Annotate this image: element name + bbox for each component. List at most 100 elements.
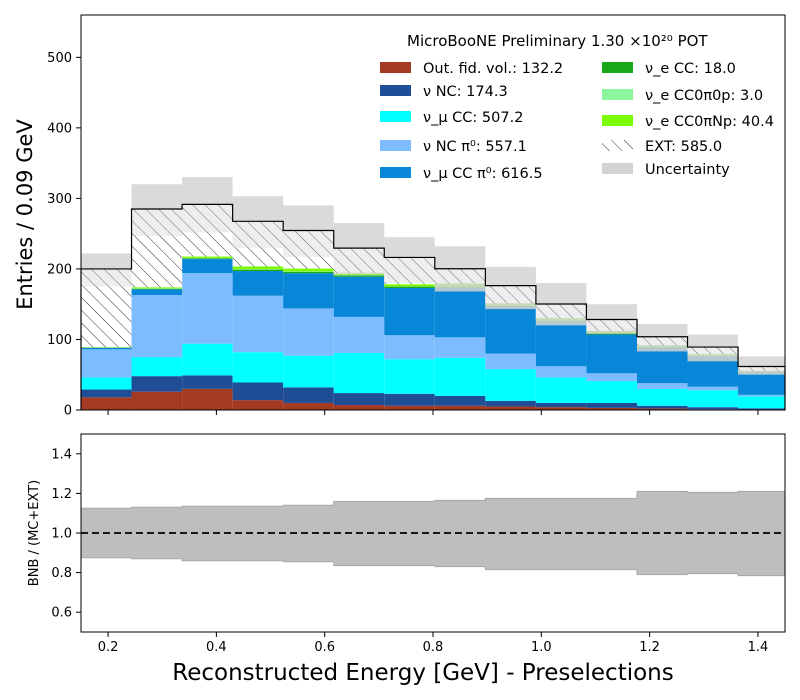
ratio-xtick-label: 0.6 bbox=[314, 640, 335, 655]
ratio-xtick-label: 1.2 bbox=[639, 640, 660, 655]
bar-4-9 bbox=[535, 321, 587, 367]
bar-2-3 bbox=[232, 352, 284, 383]
main-ytick-label: 300 bbox=[47, 192, 72, 207]
bar-1-0 bbox=[81, 389, 132, 398]
bar-2-6 bbox=[384, 359, 435, 394]
bar-4-12 bbox=[687, 356, 739, 387]
x-axis-label: Reconstructed Energy [GeV] - Preselectio… bbox=[172, 660, 674, 686]
bar-7-6 bbox=[384, 284, 435, 287]
bar-3-10 bbox=[586, 373, 637, 382]
legend-swatch-6 bbox=[602, 89, 633, 100]
bar-0-3 bbox=[232, 400, 284, 410]
ext-overlay-10 bbox=[586, 319, 637, 331]
bar-3-8 bbox=[485, 353, 536, 370]
ext-overlay-7 bbox=[434, 268, 486, 284]
legend-swatch-0 bbox=[380, 62, 411, 73]
legend-swatch-8 bbox=[602, 140, 633, 151]
legend-label-7: ν_e CC0πNp: 40.4 bbox=[645, 114, 774, 130]
legend-label-6: ν_e CC0π0p: 3.0 bbox=[645, 88, 763, 104]
bar-0-1 bbox=[131, 391, 183, 410]
bar-7-4 bbox=[283, 268, 334, 272]
ext-overlay-11 bbox=[636, 336, 688, 346]
bar-3-3 bbox=[232, 295, 284, 353]
main-y-ticks: 0 100 200 300 400 500 bbox=[47, 51, 81, 419]
ext-overlay-2 bbox=[182, 204, 233, 233]
bar-2-13 bbox=[738, 396, 785, 409]
bar-3-7 bbox=[434, 337, 486, 358]
bar-3-4 bbox=[283, 308, 334, 356]
bar-7-2 bbox=[182, 256, 233, 258]
ext-overlay-6 bbox=[384, 257, 435, 284]
bar-3-12 bbox=[687, 386, 739, 391]
ext-overlay-13 bbox=[738, 366, 785, 371]
bar-4-2 bbox=[182, 259, 233, 274]
bar-0-10 bbox=[586, 407, 637, 410]
main-ytick-label: 0 bbox=[64, 404, 72, 419]
bar-5-4 bbox=[283, 271, 334, 274]
bar-0-0 bbox=[81, 397, 132, 410]
ratio-y-axis-label: BNB / (MC+EXT) bbox=[27, 480, 42, 586]
bar-4-6 bbox=[384, 287, 435, 336]
ratio-plot-panel: 0.6 0.8 1.0 1.2 1.4 0.2 0.4 0.6 0.8 1.0 1.2 1.4 BN… bbox=[27, 433, 786, 686]
legend-swatch-9 bbox=[602, 163, 633, 174]
bar-1-7 bbox=[434, 395, 486, 406]
bar-4-0 bbox=[81, 347, 132, 350]
bar-0-9 bbox=[535, 407, 587, 410]
ratio-x-ticks: 0.2 0.4 0.6 0.8 1.0 1.2 1.4 bbox=[98, 632, 769, 655]
bar-1-13 bbox=[738, 408, 785, 410]
bar-0-6 bbox=[384, 405, 435, 410]
bar-4-5 bbox=[333, 276, 385, 317]
legend-label-9: Uncertainty bbox=[645, 162, 730, 178]
ratio-xtick-label: 1.0 bbox=[531, 640, 552, 655]
bar-1-4 bbox=[283, 387, 334, 403]
bar-4-1 bbox=[131, 289, 183, 296]
bar-3-1 bbox=[131, 295, 183, 358]
bar-1-9 bbox=[535, 402, 587, 408]
bar-0-5 bbox=[333, 405, 385, 410]
ratio-ytick-label: 0.8 bbox=[51, 566, 72, 581]
bar-5-1 bbox=[131, 288, 183, 290]
bar-1-6 bbox=[384, 393, 435, 406]
ratio-ytick-label: 1.2 bbox=[51, 487, 72, 502]
ext-overlay-9 bbox=[535, 303, 587, 319]
bar-1-3 bbox=[232, 382, 284, 401]
bar-2-2 bbox=[182, 343, 233, 376]
bar-3-0 bbox=[81, 349, 132, 378]
bar-0-2 bbox=[182, 388, 233, 410]
bar-2-5 bbox=[333, 352, 385, 394]
ext-overlay-8 bbox=[485, 285, 536, 304]
bar-5-6 bbox=[384, 286, 435, 288]
main-ytick-label: 400 bbox=[47, 121, 72, 136]
legend-label-1: ν NC: 174.3 bbox=[423, 84, 508, 100]
ratio-ytick-label: 1.0 bbox=[51, 527, 72, 542]
ratio-ytick-label: 1.4 bbox=[51, 447, 72, 462]
legend-label-0: Out. fid. vol.: 132.2 bbox=[423, 61, 563, 77]
main-x-ticks bbox=[107, 410, 759, 415]
bar-3-6 bbox=[384, 335, 435, 360]
ratio-xtick-label: 1.4 bbox=[748, 640, 769, 655]
main-ytick-label: 500 bbox=[47, 51, 72, 66]
ext-overlay-4 bbox=[283, 230, 334, 257]
bar-3-9 bbox=[535, 366, 587, 378]
legend-swatch-7 bbox=[602, 115, 633, 126]
bar-5-3 bbox=[232, 269, 284, 272]
stacked-bars bbox=[81, 204, 785, 410]
bar-2-11 bbox=[636, 388, 688, 406]
legend-label-2: ν_μ CC: 507.2 bbox=[423, 110, 523, 126]
bar-0-11 bbox=[636, 408, 688, 410]
uncertainty-bin-13 bbox=[738, 356, 785, 375]
bar-3-13 bbox=[738, 394, 785, 397]
ext-overlay-12 bbox=[687, 347, 739, 355]
ext-overlay-5 bbox=[333, 248, 385, 273]
bar-1-8 bbox=[485, 400, 536, 407]
main-ytick-label: 100 bbox=[47, 333, 72, 348]
legend-swatch-3 bbox=[380, 140, 411, 151]
bar-4-7 bbox=[434, 287, 486, 338]
bar-2-9 bbox=[535, 377, 587, 403]
ratio-ytick-label: 0.6 bbox=[51, 606, 72, 621]
ext-overlay-1 bbox=[131, 208, 183, 236]
experiment-annotation: MicroBooNE Preliminary 1.30 ×10²⁰ POT bbox=[407, 32, 708, 50]
bar-4-11 bbox=[636, 347, 688, 384]
bar-4-13 bbox=[738, 372, 785, 395]
bar-2-12 bbox=[687, 390, 739, 408]
